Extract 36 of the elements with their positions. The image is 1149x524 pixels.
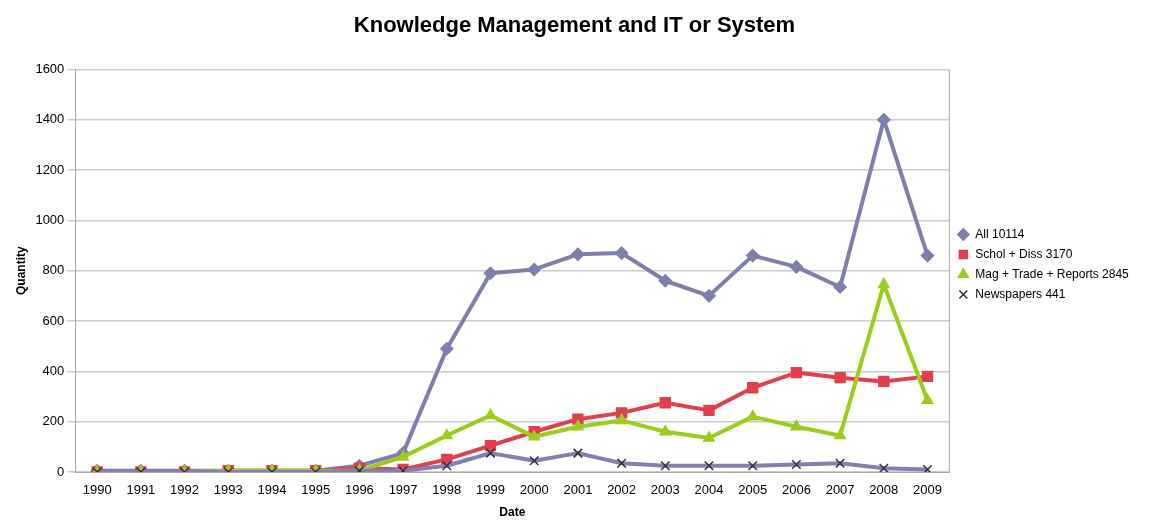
x-tick-label: 2009 xyxy=(913,482,942,498)
x-tick-label: 1999 xyxy=(476,482,505,498)
x-tick-label: 1990 xyxy=(82,482,112,498)
x-tick-label: 1991 xyxy=(126,482,156,498)
x-axis-title: Date xyxy=(499,505,526,520)
legend-label: Mag + Trade + Reports 2845 xyxy=(975,266,1130,281)
legend-label: All 10114 xyxy=(975,226,1025,241)
y-tick-label: 1000 xyxy=(35,211,65,227)
y-tick-label: 1600 xyxy=(35,60,65,76)
x-tick-label: 2005 xyxy=(738,482,768,498)
y-tick-label: 200 xyxy=(42,413,65,429)
x-tick-label: 1994 xyxy=(257,482,287,498)
chart-title: Knowledge Management and IT or System xyxy=(353,12,796,38)
x-tick-label: 2008 xyxy=(869,482,899,498)
y-tick-label: 400 xyxy=(42,362,65,378)
y-tick-label: 0 xyxy=(57,463,65,479)
legend-label: Newspapers 441 xyxy=(975,286,1066,301)
x-tick-label: 2007 xyxy=(825,482,855,498)
y-axis-title: Quantity xyxy=(13,246,28,296)
y-tick-label: 800 xyxy=(42,262,65,278)
x-tick-label: 2006 xyxy=(781,482,811,498)
x-tick-label: 2002 xyxy=(607,482,637,498)
x-tick-label: 1995 xyxy=(301,482,331,498)
x-tick-label: 2001 xyxy=(563,482,593,498)
y-tick-label: 1200 xyxy=(35,161,65,177)
y-tick-label: 1400 xyxy=(35,111,65,127)
y-tick-label: 600 xyxy=(42,312,65,328)
x-tick-label: 1996 xyxy=(344,482,374,498)
x-tick-label: 2004 xyxy=(694,482,724,498)
legend-label: Schol + Diss 3170 xyxy=(975,246,1073,261)
x-tick-label: 1998 xyxy=(432,482,462,498)
x-tick-label: 2003 xyxy=(650,482,680,498)
x-tick-label: 1992 xyxy=(170,482,200,498)
x-tick-label: 1997 xyxy=(388,482,418,498)
x-tick-label: 1993 xyxy=(213,482,243,498)
x-tick-label: 2000 xyxy=(519,482,549,498)
